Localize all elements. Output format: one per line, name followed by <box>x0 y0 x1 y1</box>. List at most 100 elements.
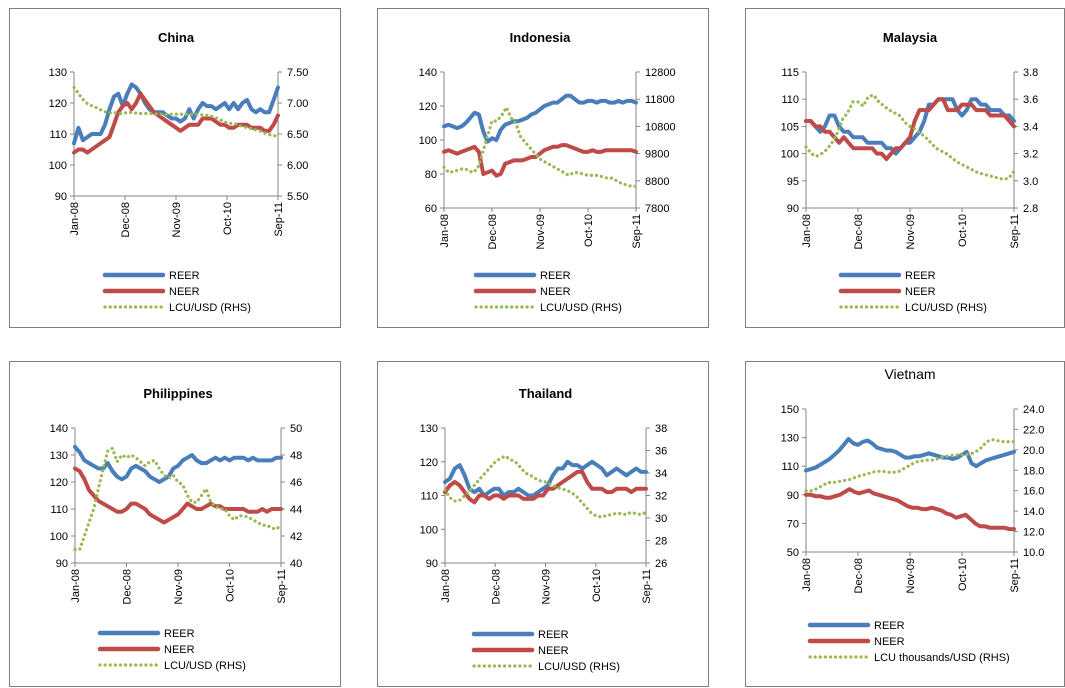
x-tick-label: Dec-08 <box>487 214 499 249</box>
right-tick-label: 10800 <box>645 121 676 133</box>
x-tick-label: Dec-08 <box>120 202 132 237</box>
right-tick-label: 16.0 <box>1023 486 1044 498</box>
right-tick-label: 28 <box>655 536 667 548</box>
left-tick-label: 120 <box>49 98 67 110</box>
x-tick-label: Dec-08 <box>853 214 865 249</box>
legend-label-neer: NEER <box>874 636 905 648</box>
right-tick-label: 30 <box>655 513 667 525</box>
legend-label-neer: NEER <box>540 286 571 298</box>
chart-svg: Malaysia 90 95 100 105 110 115 2.8 3.0 3.2 3.4 3.6 3… <box>746 9 1065 329</box>
right-tick-label: 6.50 <box>287 129 308 141</box>
left-tick-label: 100 <box>49 160 67 172</box>
x-tick-label: Sep-11 <box>1009 558 1021 593</box>
right-tick-label: 7.50 <box>287 67 308 79</box>
left-tick-label: 100 <box>50 531 68 543</box>
chart-svg: Philippines 90 100 110 120 130 140 40 42 44 46 48 50… <box>10 362 342 688</box>
right-tick-label: 40 <box>290 558 302 570</box>
x-tick-label: Jan-08 <box>70 569 82 603</box>
x-tick-label: Sep-11 <box>276 569 288 604</box>
right-tick-label: 3.8 <box>1023 67 1038 79</box>
x-tick-label: Nov-09 <box>905 214 917 249</box>
right-tick-label: 12800 <box>645 67 676 79</box>
left-tick-label: 50 <box>787 547 799 559</box>
right-tick-label: 3.2 <box>1023 149 1038 161</box>
x-tick-label: Nov-09 <box>541 569 553 604</box>
right-tick-label: 10.0 <box>1023 547 1044 559</box>
right-tick-label: 44 <box>290 504 302 516</box>
left-tick-label: 110 <box>49 129 67 141</box>
right-tick-label: 5.50 <box>287 191 308 203</box>
left-tick-label: 110 <box>50 504 68 516</box>
legend-label-neer: NEER <box>538 645 569 657</box>
right-tick-label: 46 <box>290 477 302 489</box>
right-tick-label: 24.0 <box>1023 404 1044 416</box>
right-tick-label: 11800 <box>645 94 675 106</box>
chart-panel-malaysia: Malaysia 90 95 100 105 110 115 2.8 3.0 3.2 3.4 3.6 3… <box>745 8 1065 328</box>
left-tick-label: 90 <box>787 490 799 502</box>
legend-label-neer: NEER <box>905 286 936 298</box>
right-tick-label: 26 <box>655 558 667 570</box>
x-tick-label: Nov-09 <box>535 214 547 249</box>
left-tick-label: 110 <box>781 461 799 473</box>
left-tick-label: 120 <box>420 457 438 469</box>
left-tick-label: 110 <box>420 491 438 503</box>
x-tick-label: Sep-11 <box>1009 214 1021 249</box>
right-tick-label: 50 <box>290 423 302 435</box>
legend-label-lcu: LCU/USD (RHS) <box>905 302 987 314</box>
right-tick-label: 32 <box>655 491 667 503</box>
left-tick-label: 80 <box>425 169 437 181</box>
left-tick-label: 70 <box>787 518 799 530</box>
chart-svg: China901001101201305.506.006.507.007.50J… <box>10 9 342 329</box>
legend-label-neer: NEER <box>164 644 195 656</box>
left-tick-label: 120 <box>419 101 437 113</box>
chart-panel-thailand: Thailand 90 100 110 120 130 26 28 30 32 34 36 38 Jan-… <box>377 361 709 687</box>
right-tick-label: 18.0 <box>1023 465 1044 477</box>
legend-label-lcu: LCU/USD (RHS) <box>540 302 622 314</box>
right-tick-label: 3.0 <box>1023 176 1038 188</box>
left-tick-label: 150 <box>781 404 799 416</box>
chart-panel-philippines: Philippines 90 100 110 120 130 140 40 42 44 46 48 50… <box>9 361 341 687</box>
x-tick-label: Oct-10 <box>957 558 969 591</box>
x-tick-label: Sep-11 <box>631 214 643 249</box>
x-tick-label: Oct-10 <box>591 569 603 602</box>
x-tick-label: Jan-08 <box>69 202 81 236</box>
right-tick-label: 3.4 <box>1023 121 1038 133</box>
right-tick-label: 36 <box>655 446 667 458</box>
legend-label-reer: REER <box>164 628 195 640</box>
chart-panel-vietnam: Vietnam 50 70 90 110 130 150 10.0 12.0 14.0 16.0 18… <box>745 361 1065 687</box>
x-tick-label: Dec-08 <box>853 558 865 593</box>
chart-svg: Indonesia6080100120140780088009800108001… <box>378 9 710 329</box>
chart-title: Thailand <box>519 386 573 401</box>
chart-svg: Thailand9010011012013026283032343638Jan-… <box>378 362 710 688</box>
left-tick-label: 100 <box>420 524 438 536</box>
x-tick-label: Oct-10 <box>957 214 969 247</box>
x-tick-label: Nov-09 <box>173 569 185 604</box>
chart-title: Vietnam <box>884 366 935 382</box>
x-tick-label: Sep-11 <box>641 569 653 604</box>
left-tick-label: 115 <box>781 67 799 79</box>
x-tick-label: Jan-08 <box>439 214 451 248</box>
left-tick-label: 105 <box>781 121 799 133</box>
left-tick-label: 90 <box>426 558 438 570</box>
legend-label-reer: REER <box>874 620 905 632</box>
series-line-neer <box>75 469 281 523</box>
x-tick-label: Nov-09 <box>171 202 183 237</box>
legend-label-reer: REER <box>169 270 200 282</box>
right-tick-label: 3.6 <box>1023 94 1038 106</box>
legend-label-neer: NEER <box>169 286 200 298</box>
series-line-neer <box>806 99 1014 159</box>
chart-title: Indonesia <box>510 30 571 45</box>
left-tick-label: 130 <box>420 423 438 435</box>
left-tick-label: 90 <box>56 558 68 570</box>
left-tick-label: 130 <box>49 67 67 79</box>
right-tick-label: 42 <box>290 531 302 543</box>
x-tick-label: Oct-10 <box>225 569 237 602</box>
x-tick-label: Oct-10 <box>222 202 234 235</box>
chart-title: Malaysia <box>883 30 938 45</box>
left-tick-label: 90 <box>55 191 67 203</box>
series-line-reer <box>806 439 1014 471</box>
left-tick-label: 140 <box>50 423 68 435</box>
series-line-reer <box>444 96 636 142</box>
legend-label-lcu: LCU thousands/USD (RHS) <box>874 652 1010 664</box>
left-tick-label: 100 <box>781 149 799 161</box>
